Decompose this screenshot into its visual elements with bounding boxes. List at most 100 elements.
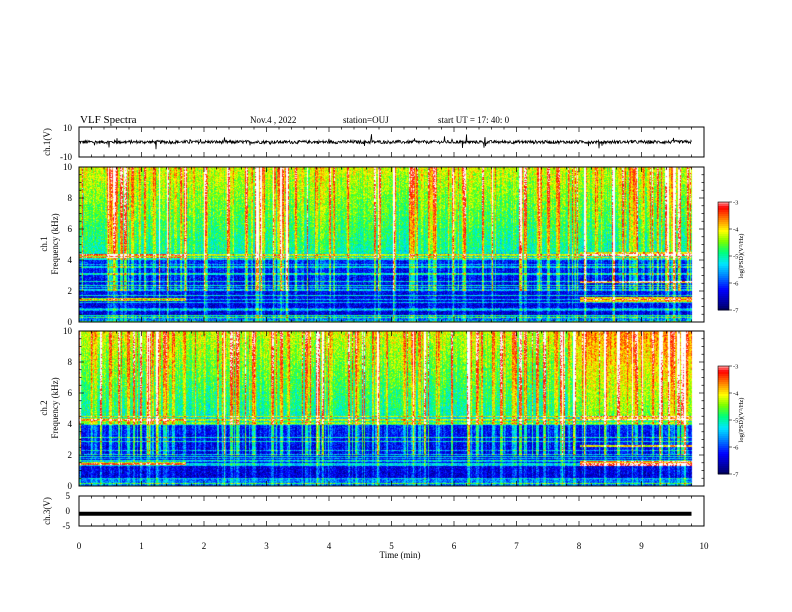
colorbar-swatch <box>718 210 729 213</box>
colorbar-swatch <box>718 224 729 227</box>
y-tick-label: 4 <box>68 255 73 265</box>
colorbar-swatch <box>718 428 729 431</box>
colorbar-swatch <box>718 434 729 437</box>
colorbar-swatch <box>718 230 729 233</box>
colorbar-swatch <box>718 256 729 259</box>
colorbar-swatch <box>718 384 729 387</box>
colorbar-swatch <box>718 246 729 249</box>
ch1-spectrogram-panel: 0 2 4 6 8 10 ch.1 Frequency (kHz) <box>39 162 705 327</box>
colorbar-swatch <box>718 440 729 443</box>
colorbar-swatch <box>718 444 729 447</box>
ch3-ytick-mid: 0 <box>66 506 71 516</box>
colorbar-swatch <box>718 368 729 371</box>
colorbar-swatch <box>718 234 729 237</box>
colorbar-swatch <box>718 252 729 255</box>
colorbar-swatch <box>718 264 729 267</box>
colorbar-swatch <box>718 472 729 475</box>
ch1-ytick-bottom: -10 <box>60 152 72 162</box>
colorbar-swatch <box>718 304 729 307</box>
colorbar-swatch <box>718 430 729 433</box>
ch1-ytick-top: 10 <box>63 123 73 133</box>
colorbar-swatch <box>718 274 729 277</box>
x-tick-label: 8 <box>577 541 582 551</box>
colorbar-swatch <box>718 254 729 257</box>
x-tick-label: 2 <box>202 541 207 551</box>
y-tick-label: 6 <box>68 388 73 398</box>
colorbar-tick-label: -3 <box>733 364 738 371</box>
colorbar-swatch <box>718 214 729 217</box>
start-time-label: start UT = 17: 40: 0 <box>438 115 510 125</box>
colorbar-swatch <box>718 306 729 309</box>
y-tick-label: 0 <box>68 317 73 327</box>
colorbar-swatch <box>718 250 729 253</box>
colorbar-swatch <box>718 278 729 281</box>
colorbar-swatch <box>718 408 729 411</box>
colorbar-swatch <box>718 218 729 221</box>
ch2-spectrogram-ylabel-line1: ch.2 <box>39 400 49 415</box>
colorbar-swatch <box>718 296 729 299</box>
colorbar-swatch <box>718 414 729 417</box>
colorbar-swatch <box>718 292 729 295</box>
colorbar-swatch <box>718 294 729 297</box>
ch2-spectrogram-panel: 0 2 4 6 8 10 ch.2 Frequency (kHz) <box>39 326 705 491</box>
x-tick-label: 0 <box>77 541 82 551</box>
colorbar-swatch <box>718 262 729 265</box>
colorbar-swatch <box>718 468 729 471</box>
x-tick-label: 3 <box>264 541 269 551</box>
colorbar-swatch <box>718 420 729 423</box>
colorbar-swatch <box>718 462 729 465</box>
date-label: Nov.4 , 2022 <box>250 115 296 125</box>
colorbar-swatch <box>718 464 729 467</box>
ch1-waveform-ylabel: ch.1(V) <box>42 128 52 156</box>
colorbar-swatch <box>718 438 729 441</box>
colorbar-swatch <box>718 290 729 293</box>
figure-title: VLF Spectra <box>80 114 137 126</box>
colorbar-swatch <box>718 208 729 211</box>
colorbar-swatch <box>718 380 729 383</box>
colorbar-swatch <box>718 426 729 429</box>
colorbar-tick-label: -5 <box>733 418 738 425</box>
colorbar-swatch <box>718 220 729 223</box>
colorbar-swatch <box>718 432 729 435</box>
colorbar-swatch <box>718 202 729 205</box>
colorbar-swatch <box>718 442 729 445</box>
colorbar-tick-label: -4 <box>733 227 739 234</box>
y-tick-label: 8 <box>68 193 73 203</box>
colorbar-swatch <box>718 222 729 225</box>
colorbar-swatch <box>718 242 729 245</box>
colorbar-swatch <box>718 282 729 285</box>
colorbar-swatch <box>718 458 729 461</box>
colorbar-swatch <box>718 288 729 291</box>
ch3-ytick-bottom: -5 <box>63 521 71 531</box>
colorbar-swatch <box>718 238 729 241</box>
colorbar-swatch <box>718 240 729 243</box>
colorbar-swatch <box>718 366 729 369</box>
y-tick-label: 2 <box>68 450 73 460</box>
ch2-colorbar: -3 -4 -5 -6 -7 log(PSD)(V²/Hz) <box>717 364 745 479</box>
colorbar-swatch <box>718 406 729 409</box>
colorbar-swatch <box>718 398 729 401</box>
y-tick-label: 10 <box>63 326 73 336</box>
colorbar-tick-label: -3 <box>733 200 738 207</box>
colorbar-swatch <box>718 244 729 247</box>
colorbar-swatch <box>718 374 729 377</box>
ch1-colorbar: -3 -4 -5 -6 -7 log(PSD)(V²/Hz) <box>717 200 745 315</box>
y-tick-label: 6 <box>68 224 73 234</box>
y-tick-label: 4 <box>68 419 73 429</box>
colorbar-swatch <box>718 258 729 261</box>
x-axis-label: Time (min) <box>380 550 421 560</box>
x-tick-label: 1 <box>139 541 144 551</box>
colorbar-swatch <box>718 206 729 209</box>
colorbar-swatch <box>718 260 729 263</box>
colorbar-swatch <box>718 378 729 381</box>
colorbar-tick-label: -6 <box>733 445 739 452</box>
colorbar-swatch <box>718 410 729 413</box>
colorbar-swatch <box>718 456 729 459</box>
colorbar-swatch <box>718 248 729 251</box>
ch2-spectrogram-heatmap <box>79 331 704 486</box>
colorbar-tick-label: -5 <box>733 254 738 261</box>
colorbar-swatch <box>718 424 729 427</box>
colorbar-swatch <box>718 204 729 207</box>
ch1-spectrogram-ylabel-line2: Frequency (kHz) <box>50 213 60 274</box>
